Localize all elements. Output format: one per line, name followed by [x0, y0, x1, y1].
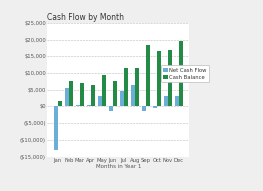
Bar	[109, 106, 113, 112]
Bar	[157, 51, 161, 106]
Bar	[168, 50, 172, 106]
Bar	[179, 41, 183, 106]
Bar	[69, 81, 73, 106]
Bar	[113, 81, 117, 106]
Bar	[135, 68, 139, 106]
Text: Cash Flow by Month: Cash Flow by Month	[47, 13, 124, 22]
Bar	[87, 105, 91, 106]
Bar	[131, 85, 135, 106]
Bar	[175, 96, 179, 106]
Bar	[142, 106, 146, 112]
X-axis label: Months in Year 1: Months in Year 1	[96, 164, 141, 169]
Bar	[164, 96, 168, 106]
Bar	[91, 85, 95, 106]
Bar	[80, 83, 84, 106]
Bar	[102, 75, 106, 106]
Bar	[153, 106, 157, 108]
Bar	[54, 106, 58, 150]
Bar	[58, 101, 62, 106]
Bar	[65, 88, 69, 106]
Bar	[98, 96, 102, 106]
Bar	[76, 105, 80, 106]
Bar	[120, 91, 124, 106]
Legend: Net Cash Flow, Cash Balance: Net Cash Flow, Cash Balance	[161, 65, 209, 83]
Bar	[146, 45, 150, 106]
Bar	[124, 68, 128, 106]
